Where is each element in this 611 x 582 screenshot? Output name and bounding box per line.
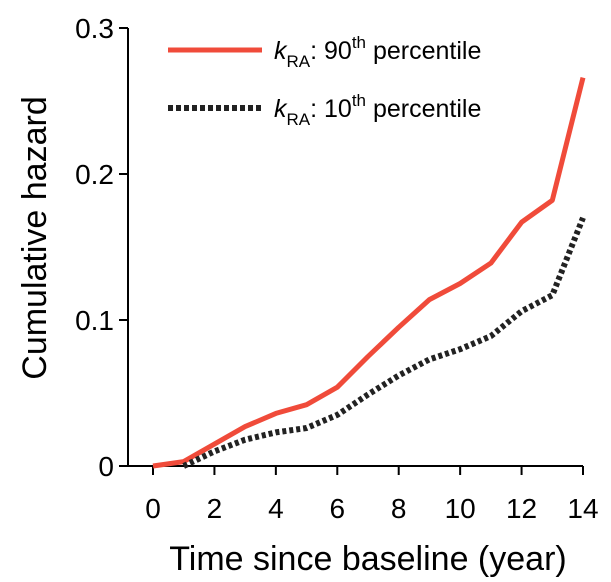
x-tick-label: 4 bbox=[268, 493, 284, 524]
x-tick-label: 2 bbox=[207, 493, 223, 524]
series-layer bbox=[153, 78, 583, 466]
legend-label-1: kRA: 90th percentile bbox=[274, 33, 481, 71]
x-tick-label: 0 bbox=[145, 493, 161, 524]
y-tick-label: 0.2 bbox=[75, 159, 114, 190]
axes: 0 0.1 0.2 0.3 0 2 4 6 8 10 12 14 bbox=[75, 13, 599, 524]
x-tick-label: 6 bbox=[329, 493, 345, 524]
x-axis-title: Time since baseline (year) bbox=[169, 540, 566, 578]
y-tick-label: 0.1 bbox=[75, 305, 114, 336]
series-line-1 bbox=[153, 78, 583, 466]
y-tick-label: 0.3 bbox=[75, 13, 114, 44]
y-tick-label: 0 bbox=[98, 451, 114, 482]
x-tick-label: 14 bbox=[567, 493, 598, 524]
x-tick-label: 10 bbox=[445, 493, 476, 524]
y-axis-title: Cumulative hazard bbox=[16, 96, 54, 379]
legend: kRA: 90th percentile kRA: 10th percentile bbox=[168, 33, 481, 129]
x-tick-label: 8 bbox=[391, 493, 407, 524]
legend-label-2: kRA: 10th percentile bbox=[274, 91, 481, 129]
x-tick-label: 12 bbox=[506, 493, 537, 524]
